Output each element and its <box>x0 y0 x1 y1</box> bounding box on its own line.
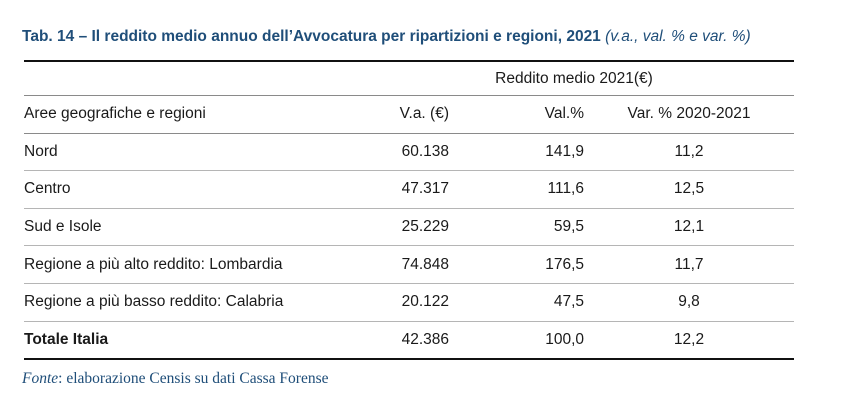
column-header-row: Aree geografiche e regioni V.a. (€) Val.… <box>24 95 794 134</box>
total-row: Totale Italia 42.386 100,0 12,2 <box>24 321 794 361</box>
row-label: Nord <box>24 133 354 172</box>
table-row: Regione a più alto reddito: Lombardia 74… <box>24 245 794 284</box>
table-row: Centro 47.317 111,6 12,5 <box>24 170 794 209</box>
row-label: Regione a più alto reddito: Lombardia <box>24 245 354 284</box>
row-pct: 111,6 <box>449 170 584 209</box>
source-label: Fonte <box>22 370 59 387</box>
total-label: Totale Italia <box>24 321 354 361</box>
group-header: Reddito medio 2021(€) <box>354 60 794 96</box>
total-var: 12,2 <box>584 321 794 361</box>
column-header-va: V.a. (€) <box>354 95 449 134</box>
table-title-main: Tab. 14 – Il reddito medio annuo dell’Av… <box>22 28 601 45</box>
table-row: Regione a più basso reddito: Calabria 20… <box>24 283 794 322</box>
column-header-area: Aree geografiche e regioni <box>24 95 354 134</box>
row-label: Sud e Isole <box>24 208 354 247</box>
source-text: : elaborazione Censis su dati Cassa Fore… <box>58 370 329 387</box>
row-pct: 176,5 <box>449 245 584 284</box>
row-pct: 47,5 <box>449 283 584 322</box>
group-header-spacer <box>24 60 354 96</box>
column-header-var: Var. % 2020-2021 <box>584 95 794 134</box>
row-va: 20.122 <box>354 283 449 322</box>
row-label: Centro <box>24 170 354 209</box>
table-row: Sud e Isole 25.229 59,5 12,1 <box>24 208 794 247</box>
total-va: 42.386 <box>354 321 449 361</box>
row-va: 25.229 <box>354 208 449 247</box>
row-var: 9,8 <box>584 283 794 322</box>
source-note: Fonte: elaborazione Censis su dati Cassa… <box>22 370 328 388</box>
row-label: Regione a più basso reddito: Calabria <box>24 283 354 322</box>
row-va: 60.138 <box>354 133 449 172</box>
column-header-pct: Val.% <box>449 95 584 134</box>
row-var: 11,7 <box>584 245 794 284</box>
table-row: Nord 60.138 141,9 11,2 <box>24 133 794 172</box>
total-pct: 100,0 <box>449 321 584 361</box>
row-var: 11,2 <box>584 133 794 172</box>
row-va: 47.317 <box>354 170 449 209</box>
row-va: 74.848 <box>354 245 449 284</box>
table-title-subtitle: (v.a., val. % e var. %) <box>605 28 751 45</box>
row-var: 12,5 <box>584 170 794 209</box>
row-pct: 141,9 <box>449 133 584 172</box>
row-pct: 59,5 <box>449 208 584 247</box>
table-title: Tab. 14 – Il reddito medio annuo dell’Av… <box>22 28 842 46</box>
row-var: 12,1 <box>584 208 794 247</box>
income-table: Reddito medio 2021(€) Aree geografiche e… <box>24 60 794 361</box>
group-header-row: Reddito medio 2021(€) <box>24 60 794 96</box>
